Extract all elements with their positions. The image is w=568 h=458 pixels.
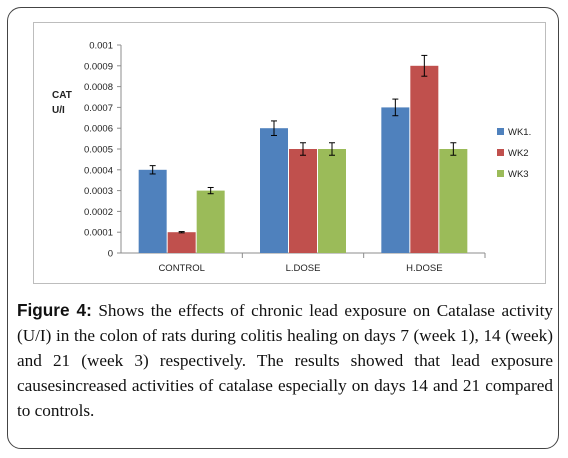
x-tick-label: H.DOSE bbox=[406, 263, 442, 274]
y-tick-label: 0.0009 bbox=[84, 61, 113, 72]
x-tick-label: CONTROL bbox=[158, 263, 204, 274]
bar bbox=[167, 232, 196, 253]
bar-chart: CAT U/I 0 0.0001 0.0002 0.0003 0.0004 0.0005 0.0… bbox=[52, 41, 531, 275]
y-tick-label: 0.0008 bbox=[84, 82, 113, 93]
legend-label: WK1. bbox=[508, 127, 531, 138]
bar bbox=[196, 190, 225, 253]
legend-label: WK2 bbox=[508, 148, 529, 159]
bar bbox=[318, 149, 346, 253]
bar bbox=[381, 107, 410, 254]
figure-caption: Figure 4: Shows the effects of chronic l… bbox=[17, 298, 553, 423]
y-tick-label: 0.0001 bbox=[84, 228, 113, 239]
legend-swatch bbox=[497, 128, 504, 135]
y-tick-label: 0.0003 bbox=[84, 186, 113, 197]
bar bbox=[138, 169, 167, 253]
bar bbox=[289, 149, 317, 253]
bar bbox=[260, 128, 288, 253]
bar bbox=[410, 65, 439, 253]
y-tick-label: 0.0004 bbox=[84, 165, 113, 176]
legend-swatch bbox=[497, 149, 504, 156]
y-tick-label: 0.0005 bbox=[84, 145, 113, 156]
y-tick-label: 0 bbox=[108, 249, 113, 260]
y-tick-label: 0.0007 bbox=[84, 103, 113, 114]
y-tick-label: 0.0006 bbox=[84, 124, 113, 135]
legend-label: WK3 bbox=[508, 169, 529, 180]
legend-swatch bbox=[497, 170, 504, 177]
y-axis-label: CAT bbox=[52, 90, 72, 101]
y-tick-label: 0.0002 bbox=[84, 207, 113, 218]
y-tick-label: 0.001 bbox=[89, 41, 113, 52]
caption-label: Figure 4: bbox=[17, 300, 92, 320]
bar bbox=[439, 149, 468, 253]
x-tick-label: L.DOSE bbox=[286, 263, 321, 274]
y-axis-label: U/I bbox=[52, 105, 65, 116]
caption-text: Shows the effects of chronic lead exposu… bbox=[17, 301, 554, 420]
